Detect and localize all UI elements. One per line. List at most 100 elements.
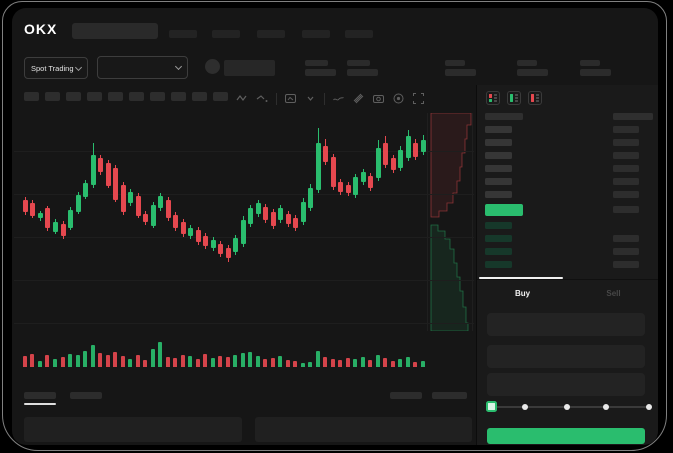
nav-item[interactable] [257,30,285,38]
buy-submit-button[interactable] [487,428,645,444]
volume-bar [68,354,72,367]
timeframe-button[interactable] [213,92,228,101]
candle-body [278,208,283,220]
fullscreen-icon[interactable] [412,92,425,105]
trade-input-field[interactable] [487,345,645,368]
slider-handle[interactable] [486,401,497,412]
bid-row-amount [613,248,639,255]
ask-row-amount [613,139,639,146]
candle-style-icon[interactable] [236,92,249,105]
chevron-down-icon [74,63,83,71]
gridline [14,151,474,152]
pair-coin-avatar[interactable] [205,59,220,74]
bottom-tab[interactable] [24,392,56,399]
active-tab-indicator [479,277,563,279]
timeframe-button[interactable] [108,92,123,101]
trade-input-field[interactable] [487,313,645,336]
timeframe-button[interactable] [192,92,207,101]
candle-body [323,146,328,162]
ask-row-price[interactable] [485,191,512,198]
pair-select[interactable] [97,56,188,79]
volume-bar [173,358,177,367]
bid-row-amount [613,235,639,242]
tab-sell[interactable]: Sell [606,288,621,298]
slider-stop-dot[interactable] [646,404,652,410]
ruler-icon[interactable] [352,92,365,105]
bottom-tab[interactable] [70,392,102,399]
ticker-stat-placeholder [580,69,611,76]
nav-item[interactable] [212,30,240,38]
candlestick-chart[interactable] [14,111,474,377]
volume-bar [271,358,275,367]
candle-body [38,213,43,218]
volume-bar [361,357,365,367]
tab-buy[interactable]: Buy [514,288,531,298]
bid-row-price[interactable] [485,235,512,242]
volume-bar [38,361,42,367]
volume-bar [406,357,410,367]
trade-input-field[interactable] [487,373,645,396]
depth-chart [427,113,473,331]
ask-row-price[interactable] [485,152,512,159]
last-price-badge[interactable] [485,204,523,216]
nav-item[interactable] [169,30,197,38]
volume-bar [226,357,230,367]
timeframe-button[interactable] [66,92,81,101]
timeframe-button[interactable] [171,92,186,101]
volume-bar [91,345,95,367]
bottom-action-placeholder[interactable] [432,392,467,399]
slider-stop-dot[interactable] [522,404,528,410]
ask-row-price[interactable] [485,178,512,185]
camera-icon[interactable] [372,92,385,105]
chart-type-icon[interactable] [256,92,269,105]
volume-bar [398,359,402,367]
chevron-down-icon[interactable] [304,92,317,105]
ask-row-price[interactable] [485,126,512,133]
candle-body [23,200,28,212]
timeframe-button[interactable] [45,92,60,101]
nav-item[interactable] [345,30,373,38]
timeframe-button[interactable] [150,92,165,101]
pair-name-placeholder[interactable] [224,60,275,76]
volume-bar [83,351,87,367]
volume-bar [121,356,125,367]
candle-body [338,182,343,192]
volume-bar [61,357,65,367]
bid-row-price[interactable] [485,222,512,229]
ask-row-price[interactable] [485,165,512,172]
bids-book-icon[interactable] [507,91,521,105]
volume-bar [301,363,305,367]
timeframe-button[interactable] [87,92,102,101]
slider-stop-dot[interactable] [564,404,570,410]
volume-bar [391,361,395,367]
ticker-stat-placeholder [347,69,378,76]
volume-bar [316,351,320,367]
settings-gear-icon[interactable] [392,92,405,105]
market-type-select[interactable]: Spot Trading [24,57,88,79]
volume-bar [136,355,140,367]
volume-bar [30,354,34,367]
bottom-action-placeholder[interactable] [390,392,422,399]
trading-app-window: OKX Spot Trading [12,8,658,445]
bid-row-price[interactable] [485,261,512,268]
ask-row-price[interactable] [485,139,512,146]
ticker-stat-placeholder [305,60,328,66]
asks-book-icon[interactable] [528,91,542,105]
timeframe-button[interactable] [129,92,144,101]
bid-row-price[interactable] [485,248,512,255]
trendline-icon[interactable] [332,92,345,105]
volume-bar [293,361,297,367]
combined-book-icon[interactable] [486,91,500,105]
candle-body [421,140,426,152]
nav-item[interactable] [302,30,330,38]
bid-row-amount [613,261,639,268]
candle-body [368,176,373,188]
slider-stop-dot[interactable] [603,404,609,410]
search-input[interactable] [72,23,158,39]
timeframe-button[interactable] [24,92,39,101]
volume-bar [376,355,380,367]
ask-row-amount [613,178,639,185]
indicators-icon[interactable] [284,92,297,105]
volume-bar [128,359,132,367]
amount-slider-track[interactable] [489,406,651,408]
